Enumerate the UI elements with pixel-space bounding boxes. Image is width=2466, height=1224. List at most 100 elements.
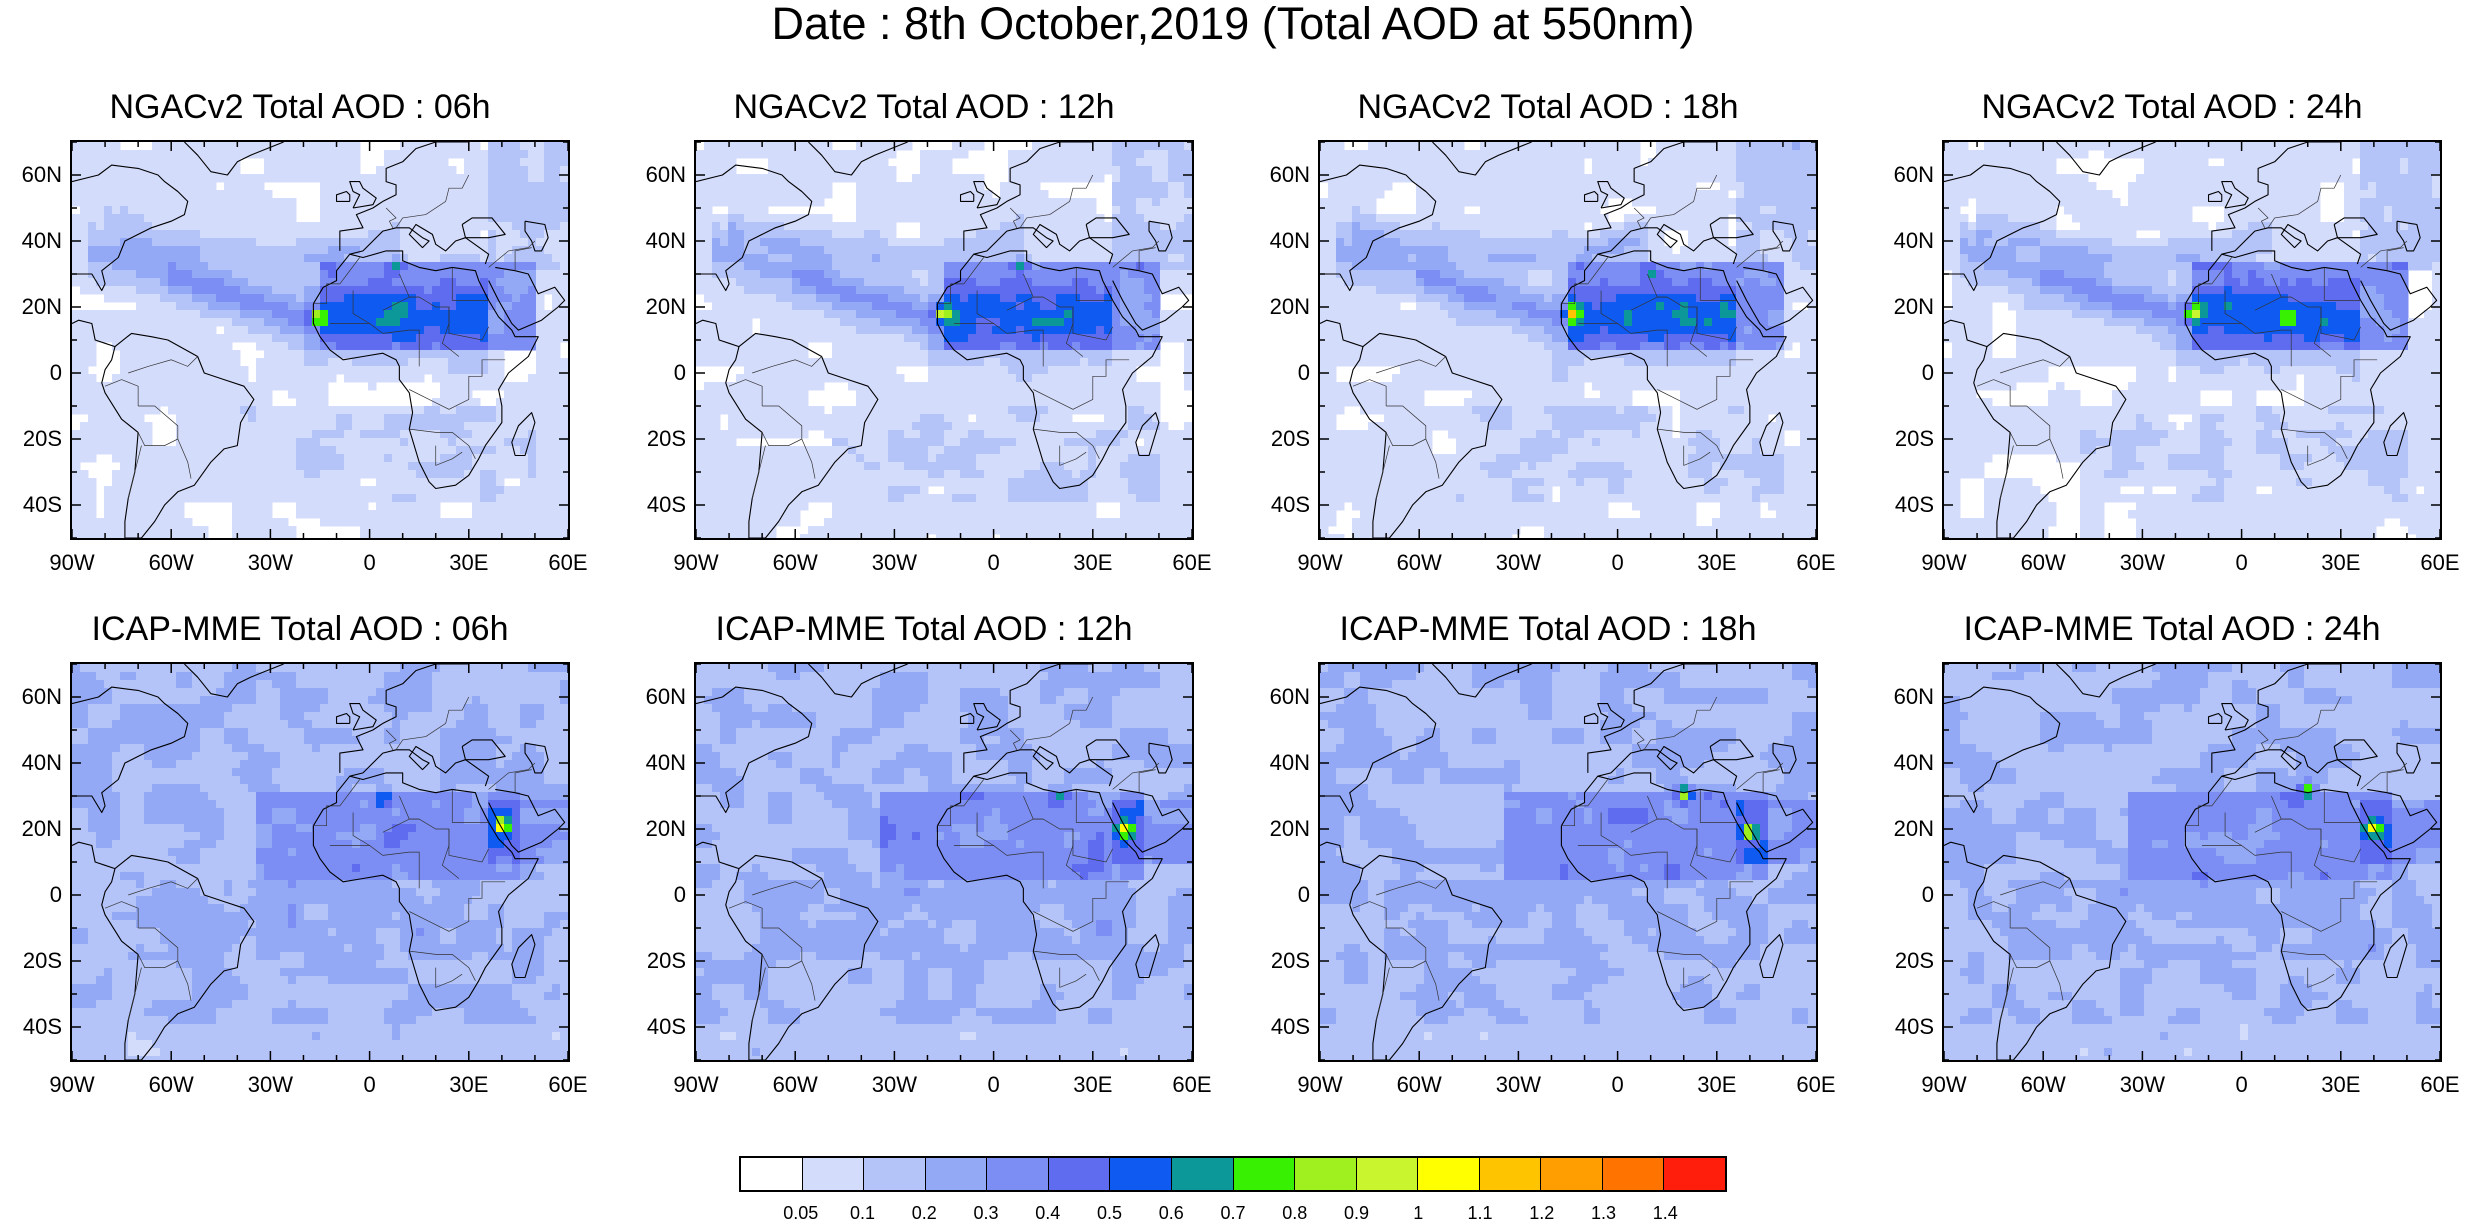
colorbar-label: 0.05 <box>783 1203 818 1224</box>
colorbar-swatch <box>1480 1158 1542 1190</box>
longitude-tick-label: 0 <box>987 1072 999 1098</box>
aod-field <box>72 664 568 1060</box>
colorbar-label: 0.7 <box>1220 1203 1245 1224</box>
longitude-tick-label: 30E <box>449 550 488 576</box>
longitude-tick-label: 30W <box>1496 550 1541 576</box>
panel-title: NGACv2 Total AOD : 18h <box>1248 88 1848 127</box>
aod-map <box>72 664 568 1060</box>
aod-field <box>1320 142 1816 538</box>
latitude-tick-label: 40S <box>1895 1014 1934 1040</box>
colorbar-swatch <box>1110 1158 1172 1190</box>
latitude-tick-label: 20S <box>647 948 686 974</box>
latitude-tick-label: 40N <box>1894 228 1934 254</box>
longitude-tick-label: 30W <box>872 550 917 576</box>
latitude-tick-label: 20N <box>1270 816 1310 842</box>
latitude-tick-label: 40S <box>647 1014 686 1040</box>
latitude-tick-label: 0 <box>50 882 62 908</box>
latitude-tick-label: 20S <box>647 426 686 452</box>
map-frame <box>1318 140 1818 540</box>
aod-map <box>1944 142 2440 538</box>
latitude-tick-label: 0 <box>674 882 686 908</box>
longitude-tick-label: 60W <box>2021 550 2066 576</box>
longitude-tick-label: 60W <box>2021 1072 2066 1098</box>
colorbar-label: 0.3 <box>973 1203 998 1224</box>
longitude-tick-label: 60W <box>773 1072 818 1098</box>
longitude-tick-label: 30E <box>1073 1072 1112 1098</box>
longitude-tick-label: 0 <box>363 550 375 576</box>
latitude-tick-label: 40S <box>23 1014 62 1040</box>
colorbar-swatch <box>1295 1158 1357 1190</box>
latitude-tick-label: 60N <box>646 684 686 710</box>
longitude-tick-label: 60W <box>149 1072 194 1098</box>
aod-field <box>1944 664 2440 1060</box>
aod-field <box>72 142 568 538</box>
colorbar-label: 0.2 <box>912 1203 937 1224</box>
latitude-tick-label: 40N <box>646 228 686 254</box>
longitude-tick-label: 60E <box>1172 550 1211 576</box>
longitude-tick-label: 60E <box>1796 550 1835 576</box>
colorbar-swatch <box>741 1158 803 1190</box>
latitude-tick-label: 60N <box>22 162 62 188</box>
latitude-tick-label: 20N <box>1894 816 1934 842</box>
latitude-tick-label: 20N <box>646 294 686 320</box>
longitude-tick-label: 60W <box>1397 550 1442 576</box>
longitude-tick-label: 90W <box>1921 550 1966 576</box>
longitude-tick-label: 90W <box>49 1072 94 1098</box>
panel-title: NGACv2 Total AOD : 24h <box>1872 88 2466 127</box>
latitude-tick-label: 0 <box>1298 882 1310 908</box>
latitude-tick-label: 20N <box>646 816 686 842</box>
colorbar-swatch <box>1049 1158 1111 1190</box>
map-frame <box>1942 140 2442 540</box>
aod-map <box>1320 142 1816 538</box>
latitude-tick-label: 0 <box>674 360 686 386</box>
colorbar-label: 1.4 <box>1653 1203 1678 1224</box>
colorbar-swatch <box>1234 1158 1296 1190</box>
aod-map <box>72 142 568 538</box>
latitude-tick-label: 20S <box>1271 948 1310 974</box>
latitude-tick-label: 20S <box>1271 426 1310 452</box>
aod-map <box>1944 664 2440 1060</box>
latitude-tick-label: 60N <box>1270 162 1310 188</box>
longitude-tick-label: 60W <box>773 550 818 576</box>
latitude-tick-label: 0 <box>1922 360 1934 386</box>
longitude-tick-label: 0 <box>363 1072 375 1098</box>
longitude-tick-label: 90W <box>673 1072 718 1098</box>
latitude-tick-label: 0 <box>50 360 62 386</box>
latitude-tick-label: 40N <box>22 228 62 254</box>
longitude-tick-label: 30W <box>248 550 293 576</box>
colorbar-swatch <box>1541 1158 1603 1190</box>
map-frame <box>1318 662 1818 1062</box>
longitude-tick-label: 30E <box>2321 550 2360 576</box>
colorbar-swatch <box>1172 1158 1234 1190</box>
longitude-tick-label: 30W <box>872 1072 917 1098</box>
colorbar-label: 0.5 <box>1097 1203 1122 1224</box>
longitude-tick-label: 60E <box>2420 1072 2459 1098</box>
latitude-tick-label: 40S <box>647 492 686 518</box>
longitude-tick-label: 90W <box>1921 1072 1966 1098</box>
panel-title: ICAP-MME Total AOD : 06h <box>0 610 600 649</box>
latitude-tick-label: 20S <box>1895 948 1934 974</box>
latitude-tick-label: 60N <box>646 162 686 188</box>
longitude-tick-label: 30W <box>2120 1072 2165 1098</box>
aod-map <box>1320 664 1816 1060</box>
aod-field <box>1944 142 2440 538</box>
latitude-tick-label: 20N <box>1270 294 1310 320</box>
longitude-tick-label: 30E <box>1697 1072 1736 1098</box>
colorbar-swatch <box>803 1158 865 1190</box>
colorbar-label: 0.9 <box>1344 1203 1369 1224</box>
longitude-tick-label: 90W <box>1297 1072 1342 1098</box>
longitude-tick-label: 0 <box>1611 1072 1623 1098</box>
latitude-tick-label: 0 <box>1298 360 1310 386</box>
colorbar-swatch <box>864 1158 926 1190</box>
latitude-tick-label: 40N <box>22 750 62 776</box>
longitude-tick-label: 0 <box>2235 1072 2247 1098</box>
aod-field <box>1320 664 1816 1060</box>
panel-title: ICAP-MME Total AOD : 12h <box>624 610 1224 649</box>
latitude-tick-label: 20S <box>1895 426 1934 452</box>
